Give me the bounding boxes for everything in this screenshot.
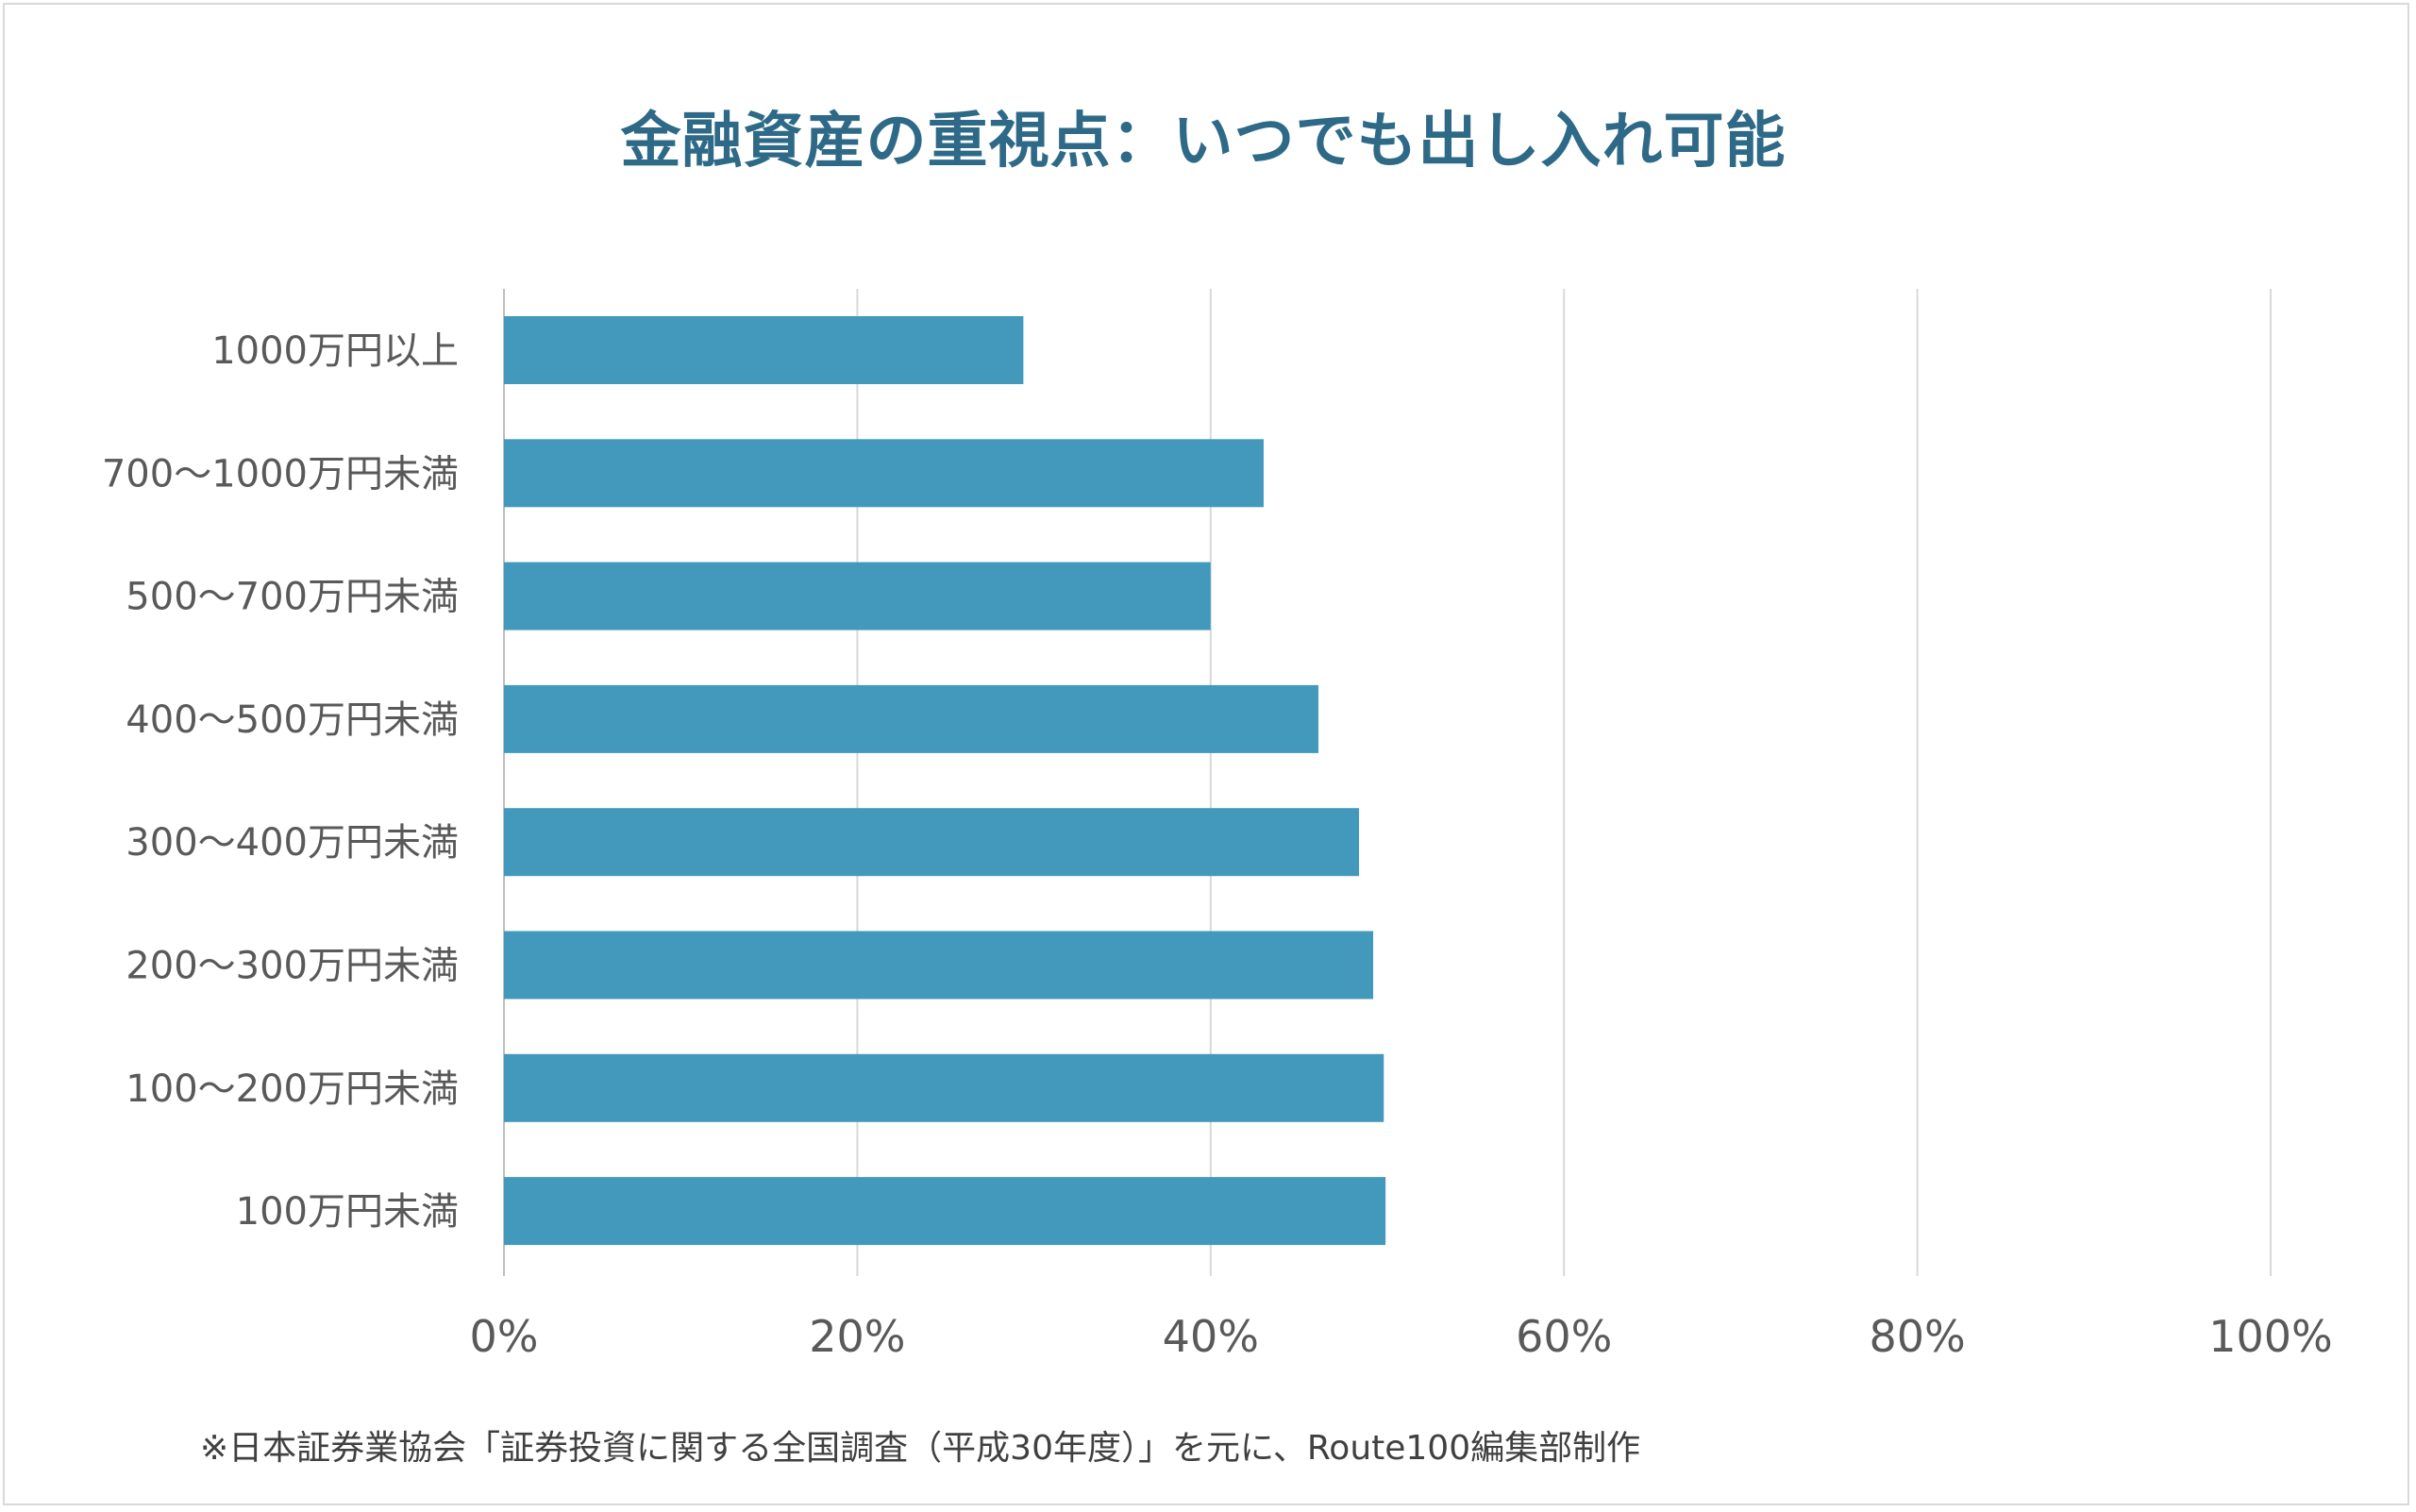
x-tick-label: 60% [1516,1311,1612,1362]
x-tick-label: 20% [809,1311,905,1362]
category-label: 1000万円以上 [211,329,459,373]
bar [504,1177,1386,1246]
bar [504,316,1024,384]
bar [504,1053,1384,1122]
x-tick-label: 100% [2208,1311,2333,1362]
bar [504,439,1264,508]
chart-title: 金融資産の重視点：いつでも出し入れ可能 [620,107,1787,176]
category-label: 400～500万円未満 [126,698,459,742]
category-label: 200～300万円未満 [126,945,459,988]
source-note: ※日本証券業協会「証券投資に関する全国調査（平成30年度）」を元に、Route1… [200,1429,1641,1468]
x-tick-label: 80% [1869,1311,1965,1362]
category-label: 700～1000万円未満 [102,452,459,496]
bar [504,808,1360,877]
x-tick-label: 0% [470,1311,539,1362]
bar [504,931,1374,1000]
bar [504,684,1318,753]
category-label: 300～400万円未満 [126,821,459,865]
category-label: 500～700万円未満 [126,576,459,619]
category-label: 100～200万円未満 [126,1067,459,1111]
x-tick-label: 40% [1163,1311,1259,1362]
bar [504,562,1211,630]
chart-frame [3,3,2409,1505]
category-label: 100万円未満 [236,1190,459,1234]
